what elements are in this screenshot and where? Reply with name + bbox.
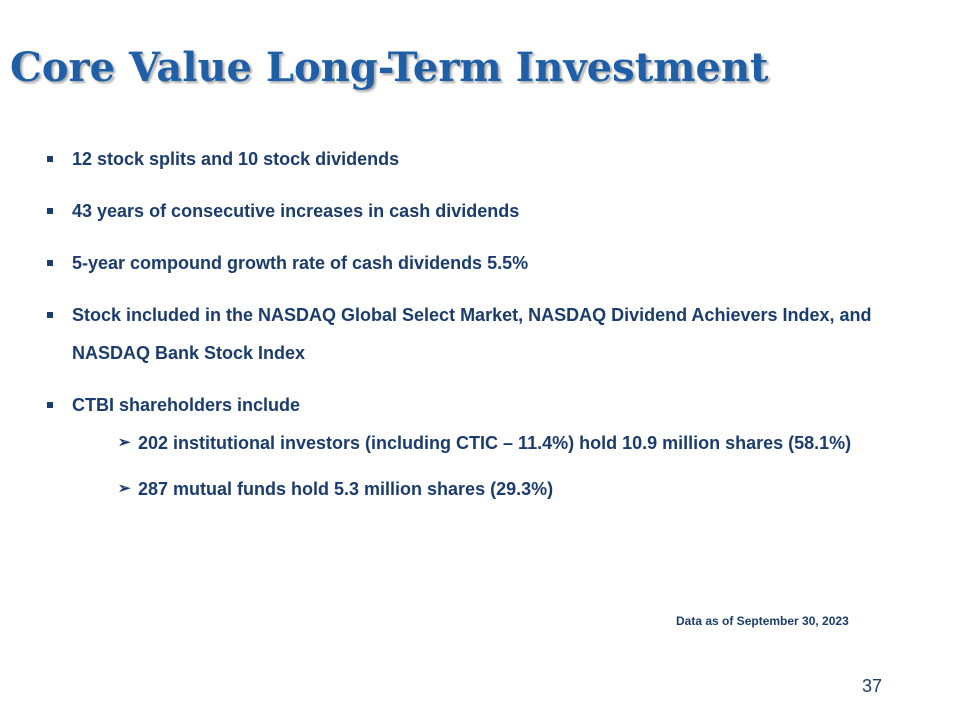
footnote: Data as of September 30, 2023 bbox=[676, 614, 849, 628]
square-bullet-icon bbox=[47, 312, 53, 318]
bullet-item: Stock included in the NASDAQ Global Sele… bbox=[44, 296, 912, 372]
sub-bullet-item: ➢ 202 institutional investors (including… bbox=[118, 424, 912, 462]
sub-bullet-item: ➢ 287 mutual funds hold 5.3 million shar… bbox=[118, 470, 912, 508]
bullet-item: CTBI shareholders include ➢ 202 institut… bbox=[44, 386, 912, 508]
slide-title: Core Value Long-Term Investment bbox=[10, 44, 769, 91]
square-bullet-icon bbox=[47, 260, 53, 266]
sub-bullet-text: 202 institutional investors (including C… bbox=[138, 433, 852, 453]
bullet-text: 5-year compound growth rate of cash divi… bbox=[72, 253, 529, 273]
bullet-item: 5-year compound growth rate of cash divi… bbox=[44, 244, 912, 282]
bullet-text: Stock included in the NASDAQ Global Sele… bbox=[72, 305, 872, 363]
square-bullet-icon bbox=[47, 402, 53, 408]
bullet-item: 43 years of consecutive increases in cas… bbox=[44, 192, 912, 230]
sub-bullet-list: ➢ 202 institutional investors (including… bbox=[72, 424, 912, 508]
arrow-bullet-icon: ➢ bbox=[118, 480, 131, 497]
bullet-text: 12 stock splits and 10 stock dividends bbox=[72, 149, 400, 169]
page-number: 37 bbox=[862, 676, 883, 696]
square-bullet-icon bbox=[47, 156, 53, 162]
bullet-text: CTBI shareholders include bbox=[72, 395, 301, 415]
sub-bullet-text: 287 mutual funds hold 5.3 million shares… bbox=[138, 479, 554, 499]
bullet-list: 12 stock splits and 10 stock dividends 4… bbox=[44, 140, 912, 522]
bullet-text: 43 years of consecutive increases in cas… bbox=[72, 201, 520, 221]
arrow-bullet-icon: ➢ bbox=[118, 434, 131, 451]
bullet-item: 12 stock splits and 10 stock dividends bbox=[44, 140, 912, 178]
square-bullet-icon bbox=[47, 208, 53, 214]
